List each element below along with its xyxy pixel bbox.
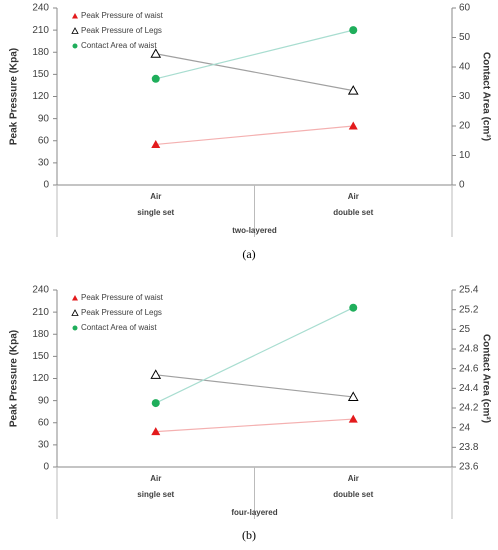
y2-tick-label: 25 (459, 324, 471, 335)
y2-tick-label: 10 (459, 150, 471, 161)
y2-tick-label: 24.8 (459, 344, 479, 355)
data-point (150, 369, 162, 379)
y-tick-label: 210 (32, 25, 49, 36)
group-axis-label: four-layered (231, 508, 277, 517)
y2-tick-label: 23.8 (459, 442, 479, 453)
data-point (348, 121, 358, 130)
y-tick-label: 90 (38, 113, 50, 124)
y-tick-label: 180 (32, 329, 49, 340)
x-tick-label: Air (348, 192, 359, 201)
legend-marker (72, 43, 78, 49)
y-tick-label: 60 (38, 135, 50, 146)
y2-tick-label: 30 (459, 91, 471, 102)
legend-label: Peak Pressure of waist (81, 293, 164, 302)
y2-tick-label: 24 (459, 422, 471, 433)
x-tick-label: Air (348, 474, 359, 483)
series-line (155, 29, 354, 80)
y2-axis-title: Contact Area (cm²) (480, 334, 491, 423)
data-point (151, 139, 161, 148)
y-tick-label: 0 (43, 180, 49, 191)
y2-tick-label: 23.6 (459, 462, 479, 473)
data-point (151, 399, 160, 408)
y2-tick-label: 24.6 (459, 363, 479, 374)
group-label: single set (137, 490, 174, 499)
y2-tick-label: 24.2 (459, 403, 479, 414)
data-point (349, 26, 358, 35)
legend-label: Peak Pressure of waist (81, 11, 164, 20)
legend-marker (72, 295, 78, 301)
y2-tick-label: 25.2 (459, 304, 479, 315)
y2-tick-label: 20 (459, 121, 471, 132)
y-axis-title: Peak Pressure (Kpa) (9, 330, 20, 427)
y2-tick-label: 25.4 (459, 285, 479, 296)
group-label: double set (333, 208, 373, 217)
legend-marker (72, 325, 78, 331)
legend-marker (72, 13, 78, 19)
data-point (348, 414, 358, 423)
data-point (151, 427, 161, 436)
legend-label: Contact Area of waist (81, 41, 157, 50)
y-tick-label: 120 (32, 91, 49, 102)
y2-tick-label: 0 (459, 180, 465, 191)
y-tick-label: 30 (38, 158, 50, 169)
y2-tick-label: 40 (459, 62, 471, 73)
y-tick-label: 30 (38, 440, 50, 451)
x-tick-label: Air (150, 192, 161, 201)
y2-tick-label: 24.4 (459, 383, 479, 394)
y2-tick-label: 60 (459, 3, 471, 14)
y-tick-label: 0 (43, 462, 49, 473)
legend-label: Peak Pressure of Legs (81, 308, 162, 317)
series-line (155, 307, 354, 404)
y-tick-label: 210 (32, 307, 49, 318)
legend-marker (71, 27, 79, 34)
legend-marker (71, 309, 79, 316)
series-line (155, 125, 354, 146)
x-tick-label: Air (150, 474, 161, 483)
series-line (155, 374, 354, 398)
caption: (a) (242, 247, 255, 261)
y-tick-label: 240 (32, 3, 49, 14)
group-label: double set (333, 490, 373, 499)
caption: (b) (242, 528, 256, 542)
data-point (150, 48, 162, 58)
group-axis-label: two-layered (232, 226, 277, 235)
y2-axis-title: Contact Area (cm²) (480, 52, 491, 141)
group-label: single set (137, 208, 174, 217)
data-point (347, 391, 359, 401)
data-point (347, 85, 359, 95)
y-tick-label: 150 (32, 351, 49, 362)
legend-label: Peak Pressure of Legs (81, 26, 162, 35)
y-axis-title: Peak Pressure (Kpa) (9, 48, 20, 145)
y-tick-label: 60 (38, 417, 50, 428)
y-tick-label: 150 (32, 69, 49, 80)
y-tick-label: 120 (32, 373, 49, 384)
y-tick-label: 180 (32, 47, 49, 58)
data-point (349, 303, 358, 312)
y-tick-label: 90 (38, 395, 50, 406)
y-tick-label: 240 (32, 285, 49, 296)
y2-tick-label: 50 (459, 32, 471, 43)
series-line (155, 53, 354, 92)
data-point (151, 74, 160, 83)
series-line (155, 418, 354, 433)
legend-label: Contact Area of waist (81, 323, 157, 332)
